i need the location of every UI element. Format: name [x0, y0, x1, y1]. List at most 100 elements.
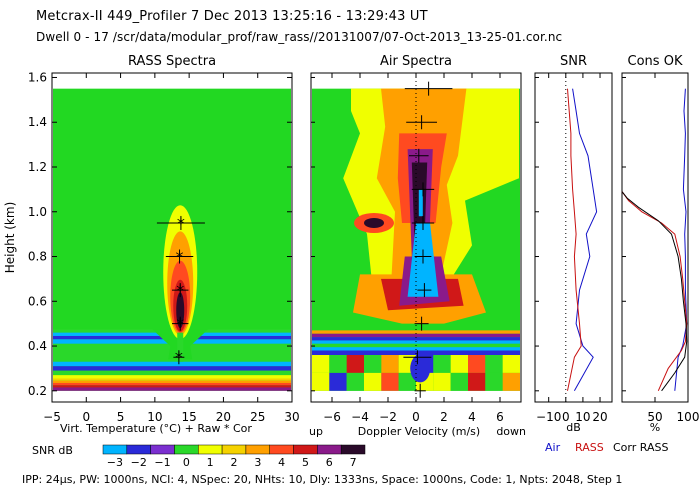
- heatmap-cell: [329, 355, 347, 373]
- x-axis-label: Doppler Velocity (m/s): [358, 425, 480, 438]
- heatmap-band: [53, 380, 291, 383]
- legend-swatch: [150, 444, 175, 455]
- y-axis-label: Height (km): [3, 202, 17, 273]
- chart-header-file: Dwell 0 - 17 /scr/data/modular_prof/raw_…: [36, 30, 563, 44]
- x-tick-label: −4: [351, 410, 369, 424]
- heatmap-band: [312, 337, 520, 341]
- cor-point: *: [176, 248, 184, 267]
- x-axis-label-down: down: [496, 425, 526, 438]
- x-tick-label: 2: [440, 410, 448, 424]
- legend-swatch: [198, 444, 223, 455]
- legend-tick: 1: [207, 456, 214, 469]
- series-line-rass: [621, 191, 688, 392]
- y-tick-label: 0.4: [28, 339, 47, 353]
- heatmap-cell: [433, 372, 451, 391]
- rass-spectra-panel: −5 0 5 10 15 20 25 30 0.2 0.4 0.6 0.8 1.0 1.2 1.4 1.6 RA…: [3, 54, 300, 435]
- heatmap-contour: [418, 189, 423, 217]
- heatmap-cell: [329, 372, 347, 391]
- y-tick-label: 0.2: [28, 384, 47, 398]
- series-legend-corr-rass: Corr RASS: [613, 441, 668, 454]
- heatmap-cell: [485, 372, 503, 391]
- y-tick-label: 0.6: [28, 294, 47, 308]
- heatmap-cell: [468, 355, 486, 373]
- cor-point: *: [176, 315, 184, 334]
- heatmap-cell: [433, 355, 451, 373]
- cons-ok-panel: 50 100 Cons OK%: [621, 54, 699, 434]
- heatmap-cell: [502, 355, 520, 373]
- heatmap-cell: [502, 372, 520, 391]
- x-axis-label: Virt. Temperature (°C) + Raw * Cor: [60, 422, 252, 435]
- heatmap-cell: [398, 372, 416, 391]
- x-tick-label: 20: [592, 410, 607, 424]
- heatmap-cell: [485, 355, 503, 373]
- heatmap-cell: [312, 355, 330, 373]
- series-line-air: [674, 88, 688, 391]
- legend-title: SNR dB: [32, 444, 73, 457]
- heatmap-band: [312, 340, 520, 344]
- series-legend-air: Air: [545, 441, 561, 454]
- cor-point: *: [176, 281, 184, 300]
- x-axis-label: dB: [566, 421, 581, 434]
- x-tick-label: 20: [216, 410, 231, 424]
- legend-tick: 3: [254, 456, 261, 469]
- y-tick-label: 1.6: [28, 70, 47, 84]
- heatmap-band: [53, 387, 291, 391]
- x-tick-label: 50: [647, 410, 662, 424]
- heatmap-band: [53, 361, 291, 367]
- plot-frame: [51, 72, 293, 403]
- heatmap-band: [312, 333, 520, 338]
- panel-title: Air Spectra: [380, 54, 452, 69]
- x-tick-label: 4: [468, 410, 476, 424]
- legend-swatch: [269, 444, 294, 455]
- cor-point: *: [175, 348, 183, 367]
- heatmap-band: [53, 370, 291, 376]
- y-tick-label: 1.4: [28, 115, 47, 129]
- legend-swatch: [126, 444, 151, 455]
- heatmap-band: [312, 347, 520, 351]
- heatmap-cell: [468, 372, 486, 391]
- heatmap-cell: [312, 372, 330, 391]
- legend-swatch: [293, 444, 318, 455]
- legend-swatch: [174, 444, 199, 455]
- panel-title: Cons OK: [628, 54, 683, 69]
- snr-panel: −10 0 10 20 SNR dB: [534, 54, 613, 434]
- series-line-corr-rass: [621, 191, 688, 392]
- heatmap-cell: [346, 355, 364, 373]
- legend-tick: 4: [278, 456, 285, 469]
- heatmap-band: [53, 366, 291, 371]
- legend-tick: 5: [302, 456, 309, 469]
- x-tick-label: 6: [496, 410, 504, 424]
- x-tick-label: 25: [250, 410, 265, 424]
- legend-tick: 7: [350, 456, 357, 469]
- legend-tick: −3: [107, 456, 123, 469]
- x-tick-label: −6: [323, 410, 341, 424]
- panel-title: SNR: [560, 54, 587, 69]
- x-tick-label: 10: [147, 410, 162, 424]
- heatmap-cell: [450, 372, 468, 391]
- x-tick-label: 10: [575, 410, 590, 424]
- y-tick-label: 1.0: [28, 205, 47, 219]
- x-tick-label: −5: [43, 410, 61, 424]
- plot-frame: [534, 72, 613, 403]
- cor-point: *: [177, 214, 185, 233]
- series-line-air: [572, 88, 598, 392]
- legend-tick: −1: [154, 456, 170, 469]
- heatmap-band: [53, 382, 291, 386]
- heatmap-band: [312, 350, 520, 355]
- y-tick-label: 0.8: [28, 250, 47, 264]
- heatmap-band: [53, 385, 291, 388]
- panel-title: RASS Spectra: [128, 54, 216, 69]
- heatmap-contour: [410, 354, 431, 383]
- x-axis-label: %: [650, 421, 660, 434]
- heatmap-band: [53, 378, 291, 381]
- heatmap-contour: [176, 292, 185, 329]
- x-tick-label: −2: [379, 410, 397, 424]
- heatmap-band: [53, 375, 291, 379]
- legend-tick: −2: [131, 456, 147, 469]
- x-axis-label-up: up: [309, 425, 323, 438]
- heatmap-cell: [381, 355, 399, 373]
- heatmap-cell: [364, 372, 382, 391]
- legend-tick: 2: [231, 456, 238, 469]
- x-tick-label: 5: [117, 410, 125, 424]
- series-line-rass: [567, 88, 582, 391]
